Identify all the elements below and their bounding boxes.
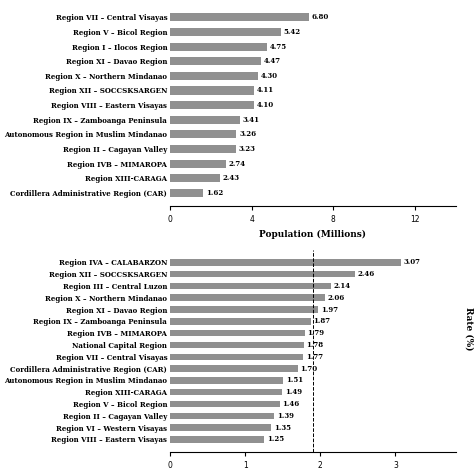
Bar <box>170 389 282 395</box>
Text: 1.79: 1.79 <box>307 329 325 337</box>
Text: 2.14: 2.14 <box>334 282 351 290</box>
Text: 2.74: 2.74 <box>229 160 246 168</box>
Bar <box>170 145 236 153</box>
Text: 1.49: 1.49 <box>285 388 302 396</box>
Text: 1.39: 1.39 <box>277 412 294 420</box>
Bar <box>170 424 272 431</box>
Text: 3.41: 3.41 <box>242 116 259 124</box>
Bar <box>170 130 237 138</box>
Bar <box>170 28 281 36</box>
Text: 1.35: 1.35 <box>274 424 292 432</box>
Text: 6.80: 6.80 <box>311 13 329 21</box>
Bar <box>170 259 401 265</box>
Bar <box>170 43 267 51</box>
Text: 1.62: 1.62 <box>206 189 223 197</box>
Text: 3.07: 3.07 <box>403 258 420 266</box>
Bar <box>170 174 219 182</box>
Bar <box>170 354 303 360</box>
Bar <box>170 330 304 337</box>
Bar <box>170 306 318 313</box>
X-axis label: Population (Millions): Population (Millions) <box>259 230 366 239</box>
Text: 2.43: 2.43 <box>222 174 239 182</box>
Text: Nat'l Growth
Rate (%): Nat'l Growth Rate (%) <box>465 307 474 371</box>
Text: 1.25: 1.25 <box>267 436 284 443</box>
Bar <box>170 294 325 301</box>
Bar <box>170 401 280 407</box>
Text: 4.30: 4.30 <box>261 72 278 80</box>
Bar <box>170 318 310 325</box>
Bar <box>170 13 309 21</box>
Bar <box>170 101 254 109</box>
Bar <box>170 377 283 383</box>
Bar <box>170 116 239 124</box>
Bar <box>170 365 298 372</box>
Text: 3.23: 3.23 <box>239 145 255 153</box>
Bar <box>170 160 226 168</box>
Text: 1.87: 1.87 <box>313 317 330 325</box>
Bar <box>170 271 355 277</box>
Text: 2.06: 2.06 <box>328 294 345 302</box>
Bar <box>170 412 274 419</box>
Bar <box>170 436 264 443</box>
Text: 3.26: 3.26 <box>239 130 256 138</box>
Text: 4.47: 4.47 <box>264 57 281 65</box>
Text: 4.10: 4.10 <box>256 101 273 109</box>
Bar <box>170 342 304 348</box>
Text: 1.70: 1.70 <box>301 365 318 373</box>
Text: 2.46: 2.46 <box>358 270 375 278</box>
Bar <box>170 189 203 197</box>
Text: 1.46: 1.46 <box>283 400 300 408</box>
Bar <box>170 86 254 94</box>
Text: 5.42: 5.42 <box>283 28 301 36</box>
Text: 1.77: 1.77 <box>306 353 323 361</box>
Bar <box>170 72 258 80</box>
Text: 1.51: 1.51 <box>286 376 303 384</box>
Text: 4.75: 4.75 <box>270 43 287 51</box>
Text: 4.11: 4.11 <box>256 86 274 94</box>
Bar <box>170 57 261 65</box>
Text: 1.97: 1.97 <box>321 306 338 313</box>
Bar <box>170 283 331 289</box>
Text: 1.78: 1.78 <box>307 341 324 349</box>
